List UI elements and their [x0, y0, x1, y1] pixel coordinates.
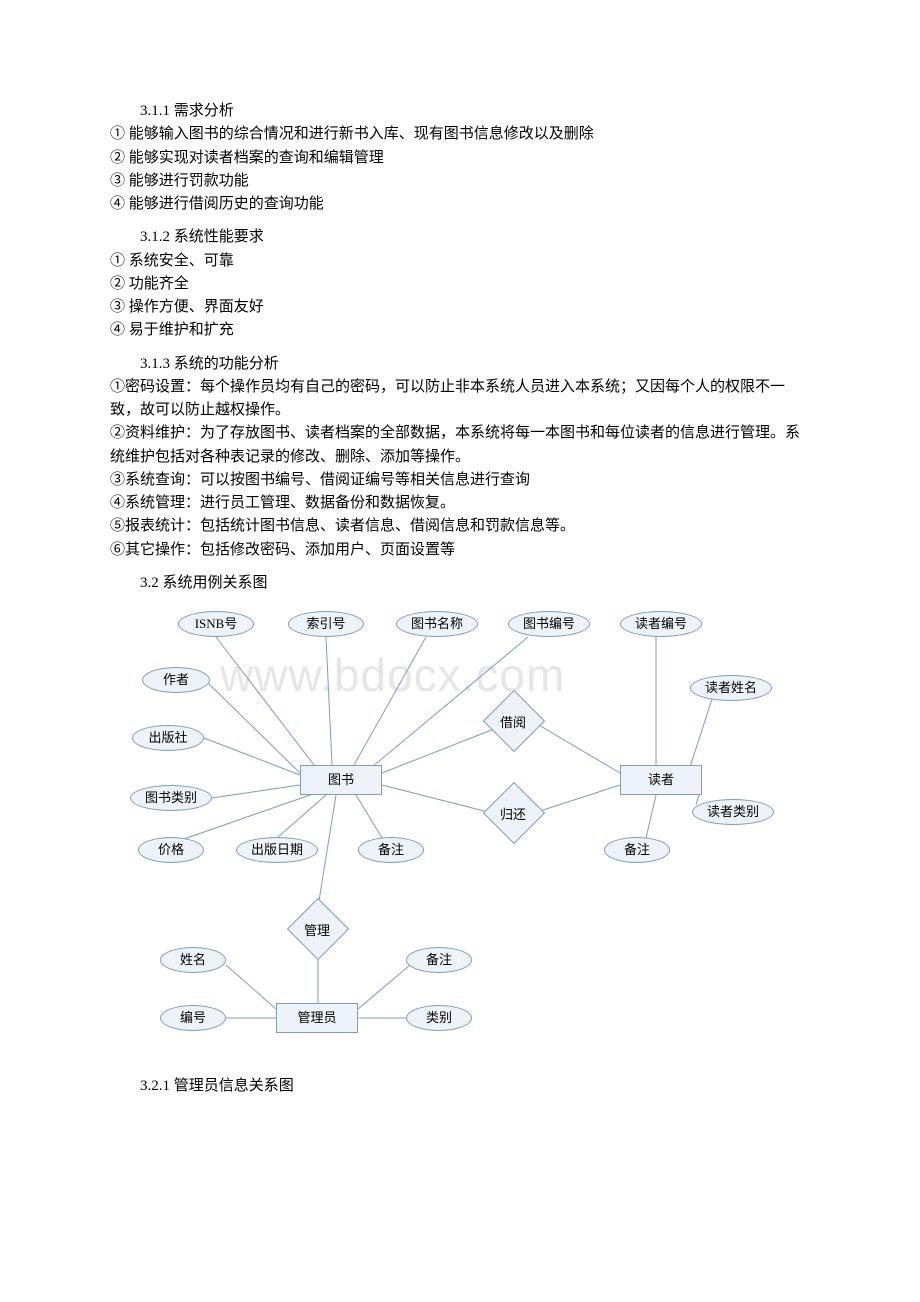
text-line: ④系统管理：进行员工管理、数据备份和数据恢复。	[110, 492, 810, 515]
text-line: ⑤报表统计：包括统计图书信息、读者信息、借阅信息和罚款信息等。	[110, 515, 810, 538]
heading-32: 3.2 系统用例关系图	[110, 572, 810, 595]
diagram-node-isnb: ISNB号	[178, 611, 254, 637]
text-line: ① 系统安全、可靠	[110, 250, 810, 273]
page: www.bdocx.com 3.1.1 需求分析 ① 能够输入图书的综合情况和进…	[0, 0, 920, 1158]
text-line: ① 能够输入图书的综合情况和进行新书入库、现有图书信息修改以及删除	[110, 123, 810, 146]
text-line: ②资料维护：为了存放图书、读者档案的全部数据，本系统将每一本图书和每位读者的信息…	[110, 422, 810, 469]
diagram-rel-manage: 管理	[296, 907, 340, 951]
text-line: ③ 能够进行罚款功能	[110, 170, 810, 193]
diagram-rel-borrow: 借阅	[492, 699, 536, 743]
diagram-node-reader: 读者	[620, 765, 702, 795]
diagram-node-price: 价格	[138, 837, 204, 863]
diagram-node-ano: 编号	[160, 1005, 226, 1031]
diagram-node-btype: 图书类别	[130, 785, 212, 811]
diagram-node-rno: 读者编号	[620, 611, 702, 637]
diagram-node-bremark: 备注	[358, 837, 424, 863]
er-diagram: ISNB号索引号图书名称图书编号读者编号作者读者姓名出版社图书类别读者类别价格出…	[100, 605, 800, 1075]
diagram-node-author: 作者	[142, 667, 210, 693]
diagram-node-admin: 管理员	[276, 1003, 358, 1033]
diagram-rel-return: 归还	[492, 791, 536, 835]
heading-313: 3.1.3 系统的功能分析	[110, 353, 810, 376]
text-line: ③ 操作方便、界面友好	[110, 296, 810, 319]
text-line: ④ 能够进行借阅历史的查询功能	[110, 193, 810, 216]
text-line: ⑥其它操作：包括修改密码、添加用户、页面设置等	[110, 539, 810, 562]
diagram-node-aname: 姓名	[160, 947, 226, 973]
diagram-node-bno: 图书编号	[508, 611, 590, 637]
diagram-node-pubdate: 出版日期	[236, 837, 318, 863]
text-line: ③系统查询：可以按图书编号、借阅证编号等相关信息进行查询	[110, 469, 810, 492]
diagram-node-rtype: 读者类别	[692, 799, 774, 825]
diagram-node-atype: 类别	[406, 1005, 472, 1031]
heading-312: 3.1.2 系统性能要求	[110, 226, 810, 249]
heading-321: 3.2.1 管理员信息关系图	[110, 1075, 810, 1098]
diagram-node-bname: 图书名称	[396, 611, 478, 637]
diagram-node-press: 出版社	[132, 725, 204, 751]
diagram-node-rname: 读者姓名	[690, 675, 772, 701]
heading-311: 3.1.1 需求分析	[110, 100, 810, 123]
text-line: ①密码设置：每个操作员均有自己的密码，可以防止非本系统人员进入本系统；又因每个人…	[110, 376, 810, 423]
diagram-node-rremark: 备注	[604, 837, 670, 863]
text-line: ② 能够实现对读者档案的查询和编辑管理	[110, 147, 810, 170]
diagram-node-index: 索引号	[288, 611, 364, 637]
text-line: ④ 易于维护和扩充	[110, 319, 810, 342]
text-line: ② 功能齐全	[110, 273, 810, 296]
diagram-node-aremark: 备注	[406, 947, 472, 973]
diagram-node-book: 图书	[300, 765, 382, 795]
